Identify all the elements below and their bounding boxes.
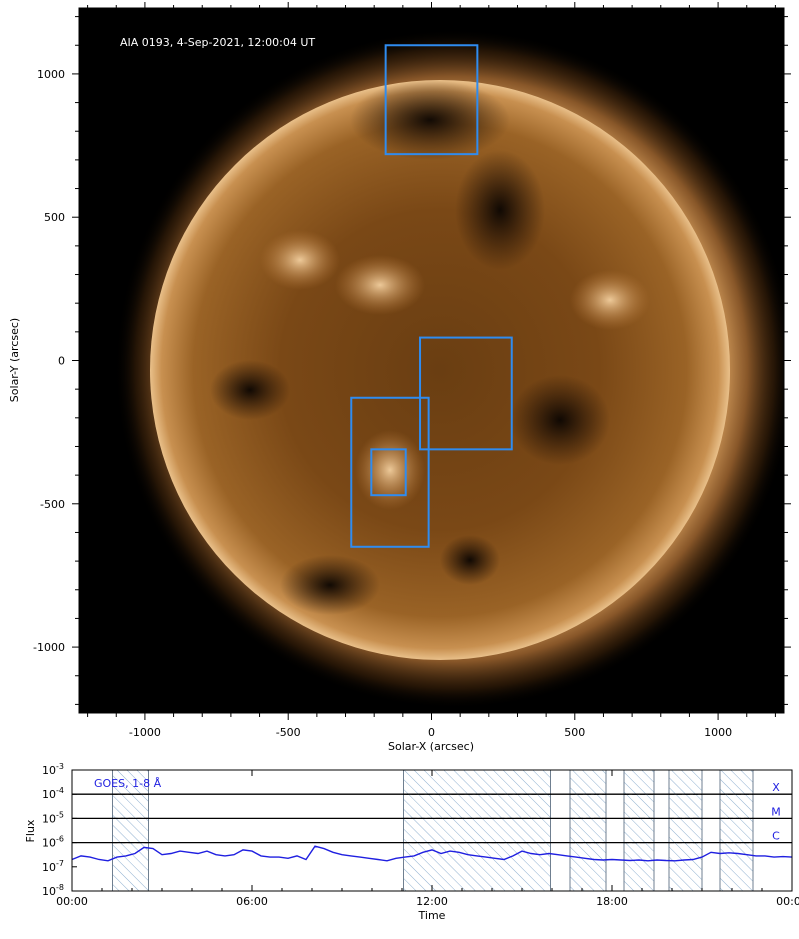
bright-region: [335, 255, 425, 315]
coronal-hole: [280, 555, 380, 615]
goes-x-ticks: 00:00 06:00 12:00 18:00 00:00: [56, 770, 799, 908]
y-tick-label: 0: [58, 355, 65, 368]
x-tick-label: 500: [564, 726, 585, 739]
goes-y-axis-label: Flux: [24, 819, 37, 842]
goes-y-tick-label: 10-4: [42, 786, 64, 801]
shaded-intervals: [112, 769, 754, 892]
goes-y-ticks: 10-8 10-7 10-6 10-5 10-4 10-3: [42, 762, 77, 898]
image-caption: AIA 0193, 4-Sep-2021, 12:00:04 UT: [120, 36, 315, 49]
goes-x-tick-label: 00:00: [56, 895, 88, 908]
goes-y-tick-label: 10-3: [42, 762, 64, 777]
bright-region: [570, 270, 650, 330]
shaded-interval: [623, 769, 655, 892]
region-box: [419, 336, 513, 451]
y-tick-label: -500: [40, 498, 65, 511]
shaded-interval: [569, 769, 607, 892]
region-boxes: [350, 44, 513, 548]
x-tick-label: -500: [276, 726, 301, 739]
coronal-hole: [210, 360, 290, 420]
aia-image-panel: AIA 0193, 4-Sep-2021, 12:00:04 UT -1000-…: [8, 2, 791, 753]
coronal-hole: [350, 80, 510, 160]
goes-y-tick-label: 10-8: [42, 883, 64, 898]
x-tick-label: 0: [428, 726, 435, 739]
coronal-hole: [440, 535, 500, 585]
bright-region: [260, 230, 340, 290]
region-box: [370, 448, 407, 497]
image-x-ticks: -1000 -500 0 500 1000: [87, 2, 776, 739]
shaded-interval: [719, 769, 754, 892]
flare-class-label: X: [772, 781, 780, 794]
flare-class-label: C: [772, 830, 780, 843]
goes-x-tick-label: 12:00: [416, 895, 448, 908]
goes-x-tick-label: 18:00: [596, 895, 628, 908]
x-tick-label: 1000: [704, 726, 732, 739]
y-tick-label: 1000: [37, 68, 65, 81]
image-x-axis-label: Solar-X (arcsec): [388, 740, 474, 753]
goes-x-axis-label: Time: [418, 909, 446, 922]
shaded-interval: [403, 769, 551, 892]
flare-class-label: M: [771, 805, 781, 818]
goes-y-tick-label: 10-7: [42, 859, 64, 874]
goes-y-tick-label: 10-5: [42, 810, 64, 825]
solar-disk-image: [115, 29, 784, 709]
shaded-interval: [668, 769, 703, 892]
image-y-axis-label: Solar-Y (arcsec): [8, 318, 21, 402]
flare-class-lines: XMC: [72, 781, 792, 844]
y-tick-label: 500: [44, 211, 65, 224]
goes-x-tick-label: 00:00: [776, 895, 799, 908]
solar-disk: [150, 80, 730, 660]
x-tick-label: -1000: [129, 726, 161, 739]
image-y-ticks: 1000 500 0 -500 -1000: [33, 16, 791, 705]
coronal-hole: [510, 375, 610, 465]
region-box: [384, 44, 479, 156]
y-tick-label: -1000: [33, 641, 65, 654]
region-box: [350, 396, 430, 548]
goes-y-tick-label: 10-6: [42, 835, 64, 850]
goes-x-tick-label: 06:00: [236, 895, 268, 908]
bright-region: [355, 430, 425, 510]
goes-lightcurve-panel: XMC GOES, 1-8 Å 00:00 06:00 12:00 18:00 00:0…: [24, 762, 799, 922]
coronal-hole: [455, 150, 545, 270]
goes-flux-line: [71, 845, 793, 862]
goes-series-label: GOES, 1-8 Å: [94, 777, 162, 790]
